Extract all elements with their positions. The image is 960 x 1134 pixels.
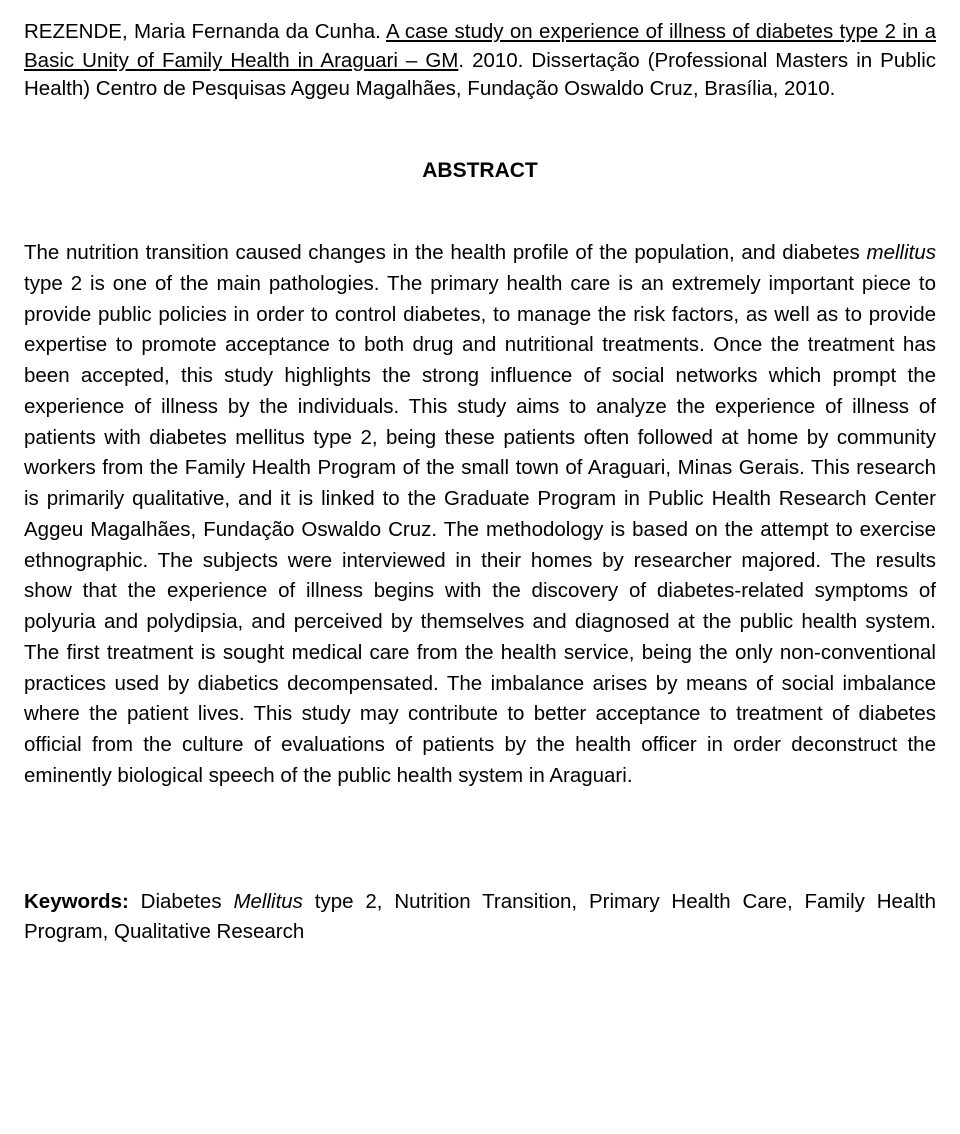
abstract-heading: ABSTRACT [24,159,936,183]
abstract-text-2: type 2 is one of the main pathologies. T… [24,272,936,787]
keywords-block: Keywords: Diabetes Mellitus type 2, Nutr… [24,887,936,949]
keywords-text-1: Diabetes [141,890,234,913]
keywords-label: Keywords: [24,890,141,913]
keywords-italic-mellitus: Mellitus [233,890,303,913]
abstract-text-1: The nutrition transition caused changes … [24,241,867,264]
abstract-italic-mellitus: mellitus [867,241,937,264]
citation-author: REZENDE, Maria Fernanda da Cunha. [24,20,386,43]
citation-block: REZENDE, Maria Fernanda da Cunha. A case… [24,18,936,104]
abstract-body: The nutrition transition caused changes … [24,238,936,792]
